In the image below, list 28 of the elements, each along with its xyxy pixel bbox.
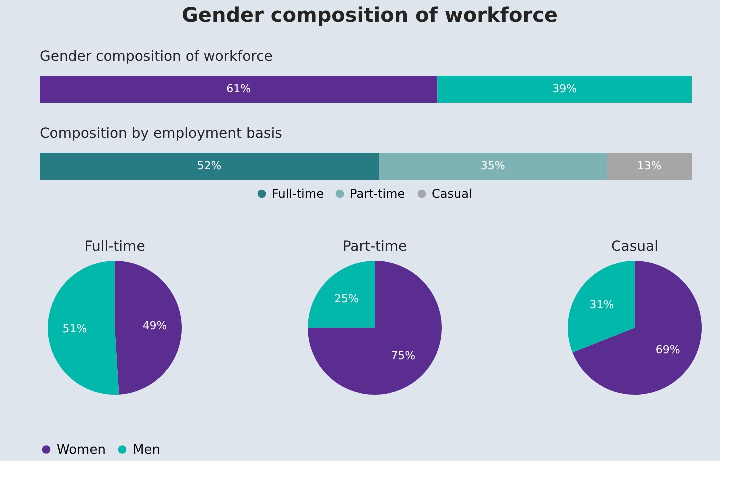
pie-slice <box>115 261 182 395</box>
pie-slice <box>308 261 375 328</box>
text: Gender composition of workforce <box>182 3 558 27</box>
data-label: 75% <box>391 349 416 362</box>
pie-slice <box>568 261 635 353</box>
pie-slice <box>572 261 702 395</box>
data-label: 61% <box>226 82 252 96</box>
legend-label: Men <box>133 442 160 458</box>
data-label: 52% <box>197 160 222 172</box>
data-label: 13% <box>637 160 662 172</box>
legend-label: Full-time <box>272 187 324 201</box>
data-label: 69% <box>656 343 680 356</box>
data-label: 31% <box>590 298 614 312</box>
chart-title: Full-time <box>84 239 146 255</box>
legend-label: Casual <box>432 187 472 201</box>
legend-label: Part-time <box>350 187 406 201</box>
data-label: 25% <box>334 292 359 306</box>
chart-title: Casual <box>612 239 658 255</box>
chart-title: Composition by employment basis <box>40 126 282 142</box>
data-label: 35% <box>480 160 506 172</box>
chart-title: Part-time <box>342 239 408 255</box>
pie-slice <box>48 261 120 395</box>
data-label: 51% <box>62 322 88 336</box>
legend-label: Women <box>57 442 106 458</box>
pie-slice <box>308 261 442 395</box>
chart-title: Gender composition of workforce <box>40 49 273 65</box>
data-label: 39% <box>552 82 578 96</box>
data-label: 49% <box>142 320 168 333</box>
